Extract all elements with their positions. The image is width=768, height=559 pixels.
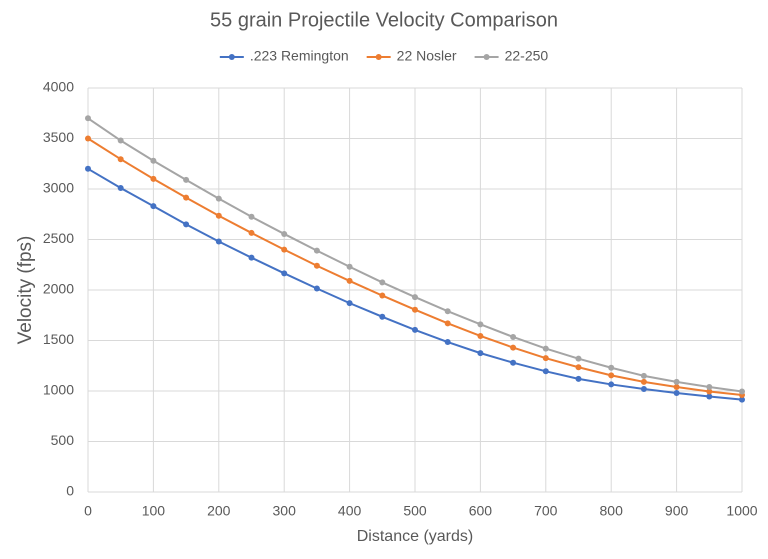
- point: [313, 262, 320, 269]
- point: [248, 254, 255, 261]
- point: [510, 359, 517, 366]
- point: [575, 355, 582, 362]
- point: [85, 165, 91, 172]
- point: [379, 292, 386, 299]
- point: [575, 364, 582, 371]
- point: [608, 372, 615, 379]
- point: [412, 294, 418, 301]
- point: [542, 355, 549, 362]
- point: [739, 396, 745, 403]
- x-tick-label: 900: [665, 503, 689, 519]
- point: [477, 332, 484, 339]
- y-tick-label: 500: [51, 432, 75, 448]
- point: [706, 393, 713, 400]
- point: [183, 194, 190, 201]
- point: [117, 156, 124, 163]
- x-tick-label: 700: [534, 503, 558, 519]
- point: [281, 246, 288, 253]
- point: [673, 378, 680, 385]
- x-tick-label: 0: [84, 503, 92, 519]
- point: [215, 238, 222, 245]
- point: [706, 383, 713, 390]
- point: [510, 344, 517, 351]
- point: [412, 306, 418, 313]
- point: [183, 176, 190, 183]
- legend-marker: [375, 54, 382, 60]
- point: [739, 388, 745, 395]
- point: [281, 270, 288, 277]
- y-tick-label: 0: [66, 483, 74, 499]
- point: [313, 285, 320, 292]
- point: [477, 350, 484, 357]
- point: [379, 313, 386, 320]
- chart-title: 55 grain Projectile Velocity Comparison: [210, 9, 558, 31]
- point: [444, 308, 451, 315]
- point: [85, 115, 91, 122]
- point: [248, 229, 255, 236]
- point: [117, 184, 124, 191]
- point: [150, 157, 157, 164]
- point: [608, 364, 615, 371]
- point: [379, 279, 386, 286]
- point: [346, 277, 353, 284]
- point: [183, 221, 190, 228]
- y-tick-label: 1000: [43, 382, 74, 398]
- y-axis-title: Velocity (fps): [15, 236, 36, 345]
- point: [150, 203, 157, 210]
- x-tick-label: 800: [600, 503, 624, 519]
- y-tick-label: 1500: [43, 331, 74, 347]
- x-tick-label: 600: [469, 503, 493, 519]
- y-tick-label: 2500: [43, 230, 74, 246]
- x-tick-label: 400: [338, 503, 362, 519]
- point: [346, 300, 353, 307]
- point: [346, 263, 353, 270]
- y-tick-label: 3000: [43, 180, 74, 196]
- point: [215, 212, 222, 219]
- x-tick-label: 1000: [726, 503, 757, 519]
- y-tick-label: 4000: [43, 79, 74, 95]
- x-axis-title: Distance (yards): [357, 528, 473, 545]
- point: [477, 321, 484, 328]
- point: [640, 385, 647, 392]
- point: [706, 388, 713, 395]
- legend-marker: [228, 54, 235, 60]
- point: [313, 247, 320, 254]
- legend-label: .223 Remington: [250, 48, 349, 64]
- point: [412, 326, 418, 333]
- point: [542, 368, 549, 375]
- y-tick-label: 3500: [43, 129, 74, 145]
- x-tick-label: 200: [207, 503, 231, 519]
- point: [510, 333, 517, 340]
- x-tick-label: 300: [273, 503, 297, 519]
- point: [673, 390, 680, 397]
- point: [150, 175, 157, 182]
- point: [542, 345, 549, 352]
- legend-marker: [483, 54, 490, 60]
- point: [444, 339, 451, 346]
- point: [444, 320, 451, 327]
- point: [85, 135, 91, 142]
- y-tick-label: 2000: [43, 281, 74, 297]
- point: [215, 195, 222, 202]
- legend-label: 22-250: [505, 48, 549, 64]
- point: [673, 383, 680, 390]
- point: [640, 378, 647, 385]
- point: [608, 381, 615, 388]
- point: [248, 213, 255, 220]
- point: [640, 372, 647, 379]
- point: [281, 230, 288, 237]
- point: [117, 137, 124, 144]
- x-tick-label: 100: [142, 503, 166, 519]
- x-tick-label: 500: [403, 503, 427, 519]
- point: [575, 375, 582, 382]
- legend-label: 22 Nosler: [397, 48, 457, 64]
